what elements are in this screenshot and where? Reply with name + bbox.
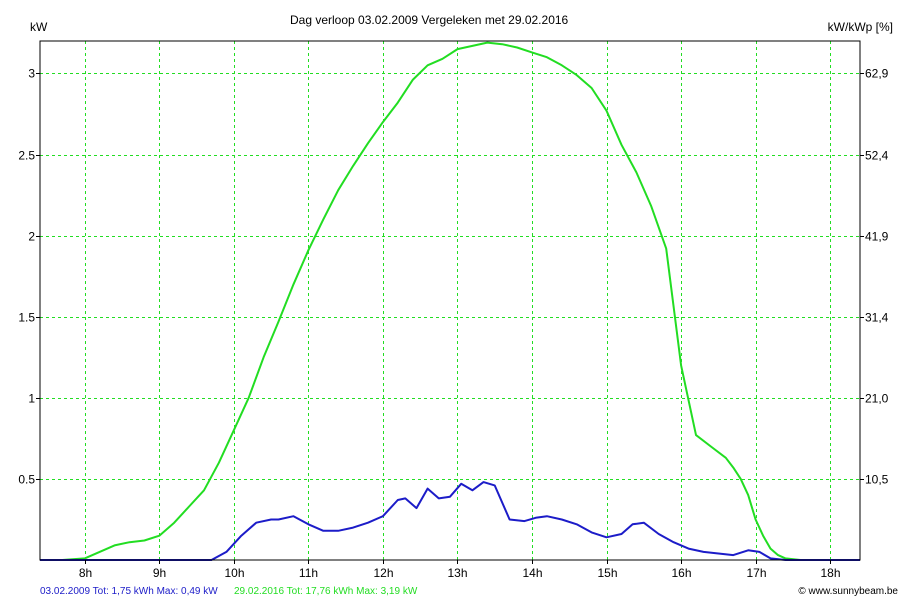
y-tick-label-left: 2 <box>28 230 35 244</box>
x-tick-label: 14h <box>522 566 542 580</box>
y-tick-label-left: 0.5 <box>18 473 35 487</box>
x-tick-label: 16h <box>671 566 691 580</box>
plot-frame <box>39 40 861 561</box>
y-tick-label-left: 2.5 <box>18 149 35 163</box>
x-tick-label: 17h <box>746 566 766 580</box>
footer-stat-2009: 03.02.2009 Tot: 1,75 kWh Max: 0,49 kW <box>40 586 218 597</box>
y-tick-label-right: 21,0 <box>865 392 889 406</box>
footer-copyright: © www.sunnybeam.be <box>798 586 898 597</box>
x-tick-label: 10h <box>224 566 244 580</box>
footer-stat-2016: 29.02.2016 Tot: 17,76 kWh Max: 3,19 kW <box>234 586 418 597</box>
y-tick-label-right: 52,4 <box>865 149 889 163</box>
x-tick-label: 11h <box>299 566 318 580</box>
x-tick-label: 8h <box>79 566 92 580</box>
x-tick-label: 12h <box>373 566 393 580</box>
y-tick-label-right: 62,9 <box>865 67 889 81</box>
x-tick-label: 13h <box>447 566 467 580</box>
series-line-03-02-2009 <box>40 481 860 561</box>
chart-title: Dag verloop 03.02.2009 Vergeleken met 29… <box>290 13 569 27</box>
y-tick-label-left: 1.5 <box>18 311 35 325</box>
y-tick-label-left: 3 <box>28 67 35 81</box>
series-group <box>40 41 860 561</box>
y-axis-label-right: kW/kWp [%] <box>828 20 893 34</box>
y-tick-label-right: 41,9 <box>865 230 889 244</box>
grid <box>40 41 860 560</box>
x-tick-label: 9h <box>153 566 166 580</box>
y-axis-label-left: kW <box>30 20 48 34</box>
x-tick-label: 15h <box>597 566 617 580</box>
y-tick-label-left: 1 <box>28 392 35 406</box>
x-tick-label: 18h <box>820 566 840 580</box>
y-tick-label-right: 10,5 <box>865 473 889 487</box>
tick-labels: 8h 9h 10h 11h 12h 13h 14h 15h 16h 17h 18h 0.5 1 1.5 2 2… <box>18 67 888 581</box>
y-tick-label-right: 31,4 <box>865 311 889 325</box>
series-line-29-02-2016 <box>40 41 860 561</box>
